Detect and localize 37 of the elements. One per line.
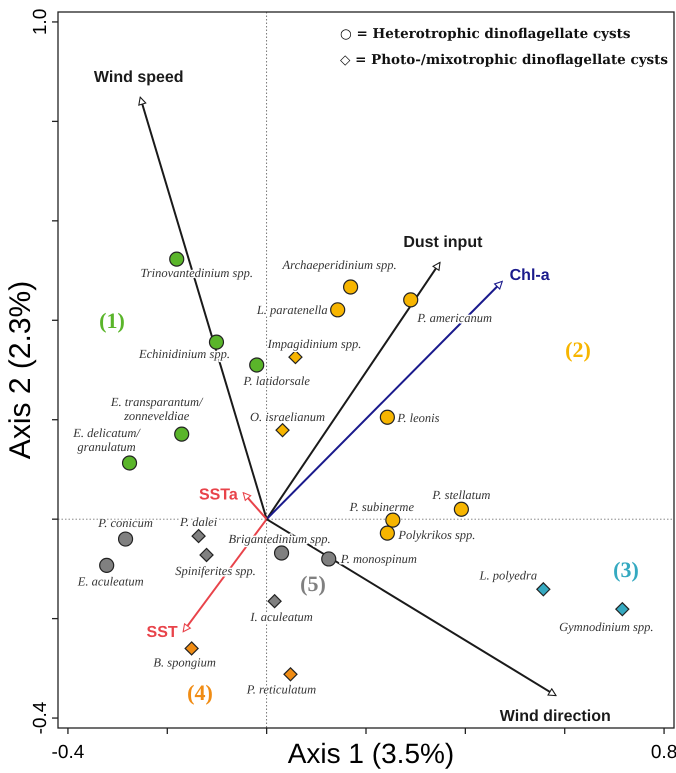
data-label: P. subinerme [348, 500, 414, 514]
data-label: P. monospinum [340, 552, 417, 566]
data-label: Polykrikos spp. [397, 528, 476, 542]
series-label: Dust input [403, 234, 484, 252]
series-label: (3) [613, 557, 639, 582]
series-label: Wind speed [94, 69, 184, 86]
series-label: (4) [187, 680, 213, 706]
data-label: P. stellatum [431, 488, 490, 502]
text: (2) [565, 337, 591, 362]
data-label: Archaeperidinium spp. [282, 258, 397, 272]
series-label: Wind direction [500, 708, 611, 726]
data-label: L. polyedra [478, 568, 538, 582]
x-tick-label: 0.8 [650, 742, 676, 763]
data-label: E. aculeatum [76, 574, 144, 588]
data-label: P. reticulatum [246, 682, 316, 696]
data-label: B. spongium [153, 655, 216, 670]
series-label: SST [146, 624, 178, 642]
x-axis-title: Axis 1 (3.5%) [288, 738, 454, 769]
data-label: Gymnodinium spp. [559, 620, 654, 634]
data-label: E. delicatum/ granulatum [72, 426, 142, 454]
data-label: I. aculeatum [249, 610, 313, 624]
series-label: Chl-a [510, 266, 550, 284]
data-label: Impagidinium spp. [266, 337, 362, 352]
data-label: O. israelianum [250, 410, 326, 424]
data-label: P. leonis [396, 411, 440, 426]
series-label: (5) [300, 571, 326, 596]
annotation: ○ = Heterotrophic dinoflagellate cysts [340, 26, 631, 42]
data-label: L. paratenella [256, 302, 328, 317]
series-label: SSTa [198, 486, 238, 504]
annotation: ◇ = Photo-/mixotrophic dinoflagellate cysts [340, 52, 668, 68]
y-axis-title: Axis 2 (2.3%) [4, 280, 37, 460]
data-label: E. transparantum/ zonneveldiae [110, 395, 204, 424]
data-label: P. conicum [97, 516, 153, 530]
data-label: P. dalei [178, 515, 218, 530]
text: (1) [99, 308, 125, 334]
data-label: P. latidorsale [242, 374, 310, 388]
y-tick-label: 1.0 [30, 8, 51, 36]
